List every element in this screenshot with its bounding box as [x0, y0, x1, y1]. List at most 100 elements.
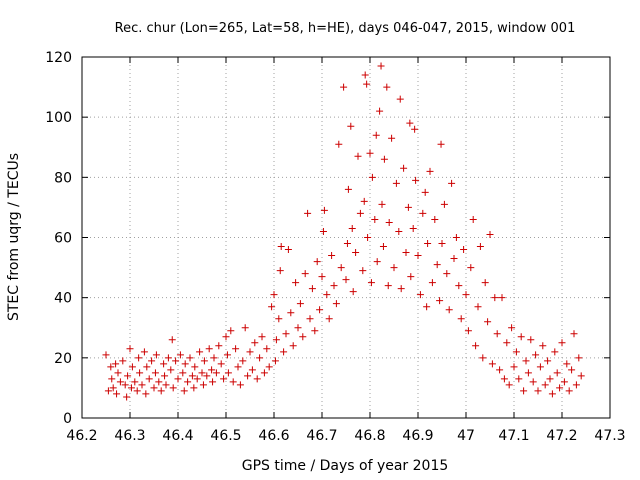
data-point	[116, 378, 124, 386]
data-point	[241, 324, 249, 332]
data-point	[348, 224, 356, 232]
data-point	[223, 351, 231, 359]
data-point	[270, 291, 278, 299]
data-point	[406, 119, 414, 127]
data-point	[534, 387, 542, 395]
data-point	[527, 336, 535, 344]
data-point	[560, 378, 568, 386]
data-point	[383, 83, 391, 91]
data-point	[181, 360, 189, 368]
data-point	[565, 387, 573, 395]
data-point	[572, 381, 580, 389]
data-point	[119, 357, 127, 365]
data-point	[493, 330, 501, 338]
data-point	[390, 264, 398, 272]
data-point	[551, 348, 559, 356]
data-point	[296, 300, 304, 308]
x-tick-label: 47.2	[546, 428, 577, 444]
data-point	[361, 71, 369, 79]
plot-frame	[81, 56, 611, 419]
data-point	[512, 348, 520, 356]
data-point	[541, 381, 549, 389]
x-tick-label: 46.3	[114, 428, 145, 444]
data-point	[455, 282, 463, 290]
data-point	[193, 375, 201, 383]
data-point	[409, 224, 417, 232]
data-point	[464, 327, 472, 335]
data-point	[124, 372, 132, 380]
data-point	[140, 348, 148, 356]
data-point	[402, 249, 410, 257]
data-point	[220, 375, 228, 383]
data-point	[481, 279, 489, 287]
data-point	[112, 360, 120, 368]
data-point	[344, 185, 352, 193]
data-point	[236, 381, 244, 389]
data-point	[377, 62, 385, 70]
data-point	[371, 215, 379, 223]
data-point	[148, 357, 156, 365]
data-point	[248, 366, 256, 374]
data-point	[142, 390, 150, 398]
data-point	[440, 200, 448, 208]
data-point	[104, 387, 112, 395]
data-point	[304, 209, 312, 217]
data-point	[411, 125, 419, 133]
data-point	[404, 203, 412, 211]
data-point	[450, 255, 458, 263]
data-point	[167, 366, 175, 374]
y-tick-label: 100	[45, 110, 72, 126]
data-point	[301, 270, 309, 278]
data-point	[323, 291, 331, 299]
data-point	[284, 246, 292, 254]
x-tick-label: 46.2	[66, 428, 97, 444]
data-point	[347, 122, 355, 130]
y-tick-label: 80	[54, 170, 72, 186]
data-point	[256, 354, 264, 362]
data-point	[318, 273, 326, 281]
data-point	[510, 363, 518, 371]
x-tick-label: 46.6	[258, 428, 289, 444]
data-point	[367, 279, 375, 287]
data-point	[532, 351, 540, 359]
data-point	[460, 246, 468, 254]
data-point	[127, 384, 135, 392]
data-point	[342, 276, 350, 284]
data-point	[366, 149, 374, 157]
data-point	[349, 288, 357, 296]
data-point	[438, 240, 446, 248]
data-point	[498, 294, 506, 302]
data-point	[121, 381, 129, 389]
data-point	[282, 330, 290, 338]
data-point	[412, 176, 420, 184]
x-tick-label: 46.9	[402, 428, 433, 444]
data-point	[215, 342, 223, 350]
data-point	[472, 342, 480, 350]
data-point	[392, 179, 400, 187]
data-point	[424, 240, 432, 248]
data-point	[539, 342, 547, 350]
data-point	[152, 351, 160, 359]
y-axis-label: STEC from uqrg / TECUs	[6, 153, 22, 321]
data-point	[186, 354, 194, 362]
data-point	[360, 197, 368, 205]
data-point	[428, 279, 436, 287]
data-point	[272, 336, 280, 344]
data-point	[258, 333, 266, 341]
data-point	[222, 333, 230, 341]
data-point	[107, 363, 115, 371]
data-point	[421, 188, 429, 196]
y-tick-label: 120	[45, 50, 72, 66]
data-point	[384, 282, 392, 290]
data-point	[276, 267, 284, 275]
data-point	[437, 140, 445, 148]
x-tick-label: 47	[457, 428, 475, 444]
data-point	[208, 366, 216, 374]
data-point	[145, 375, 153, 383]
data-point	[164, 354, 172, 362]
data-point	[508, 324, 516, 332]
data-point	[379, 243, 387, 251]
data-point	[356, 209, 364, 217]
y-tick-label: 60	[54, 231, 72, 247]
